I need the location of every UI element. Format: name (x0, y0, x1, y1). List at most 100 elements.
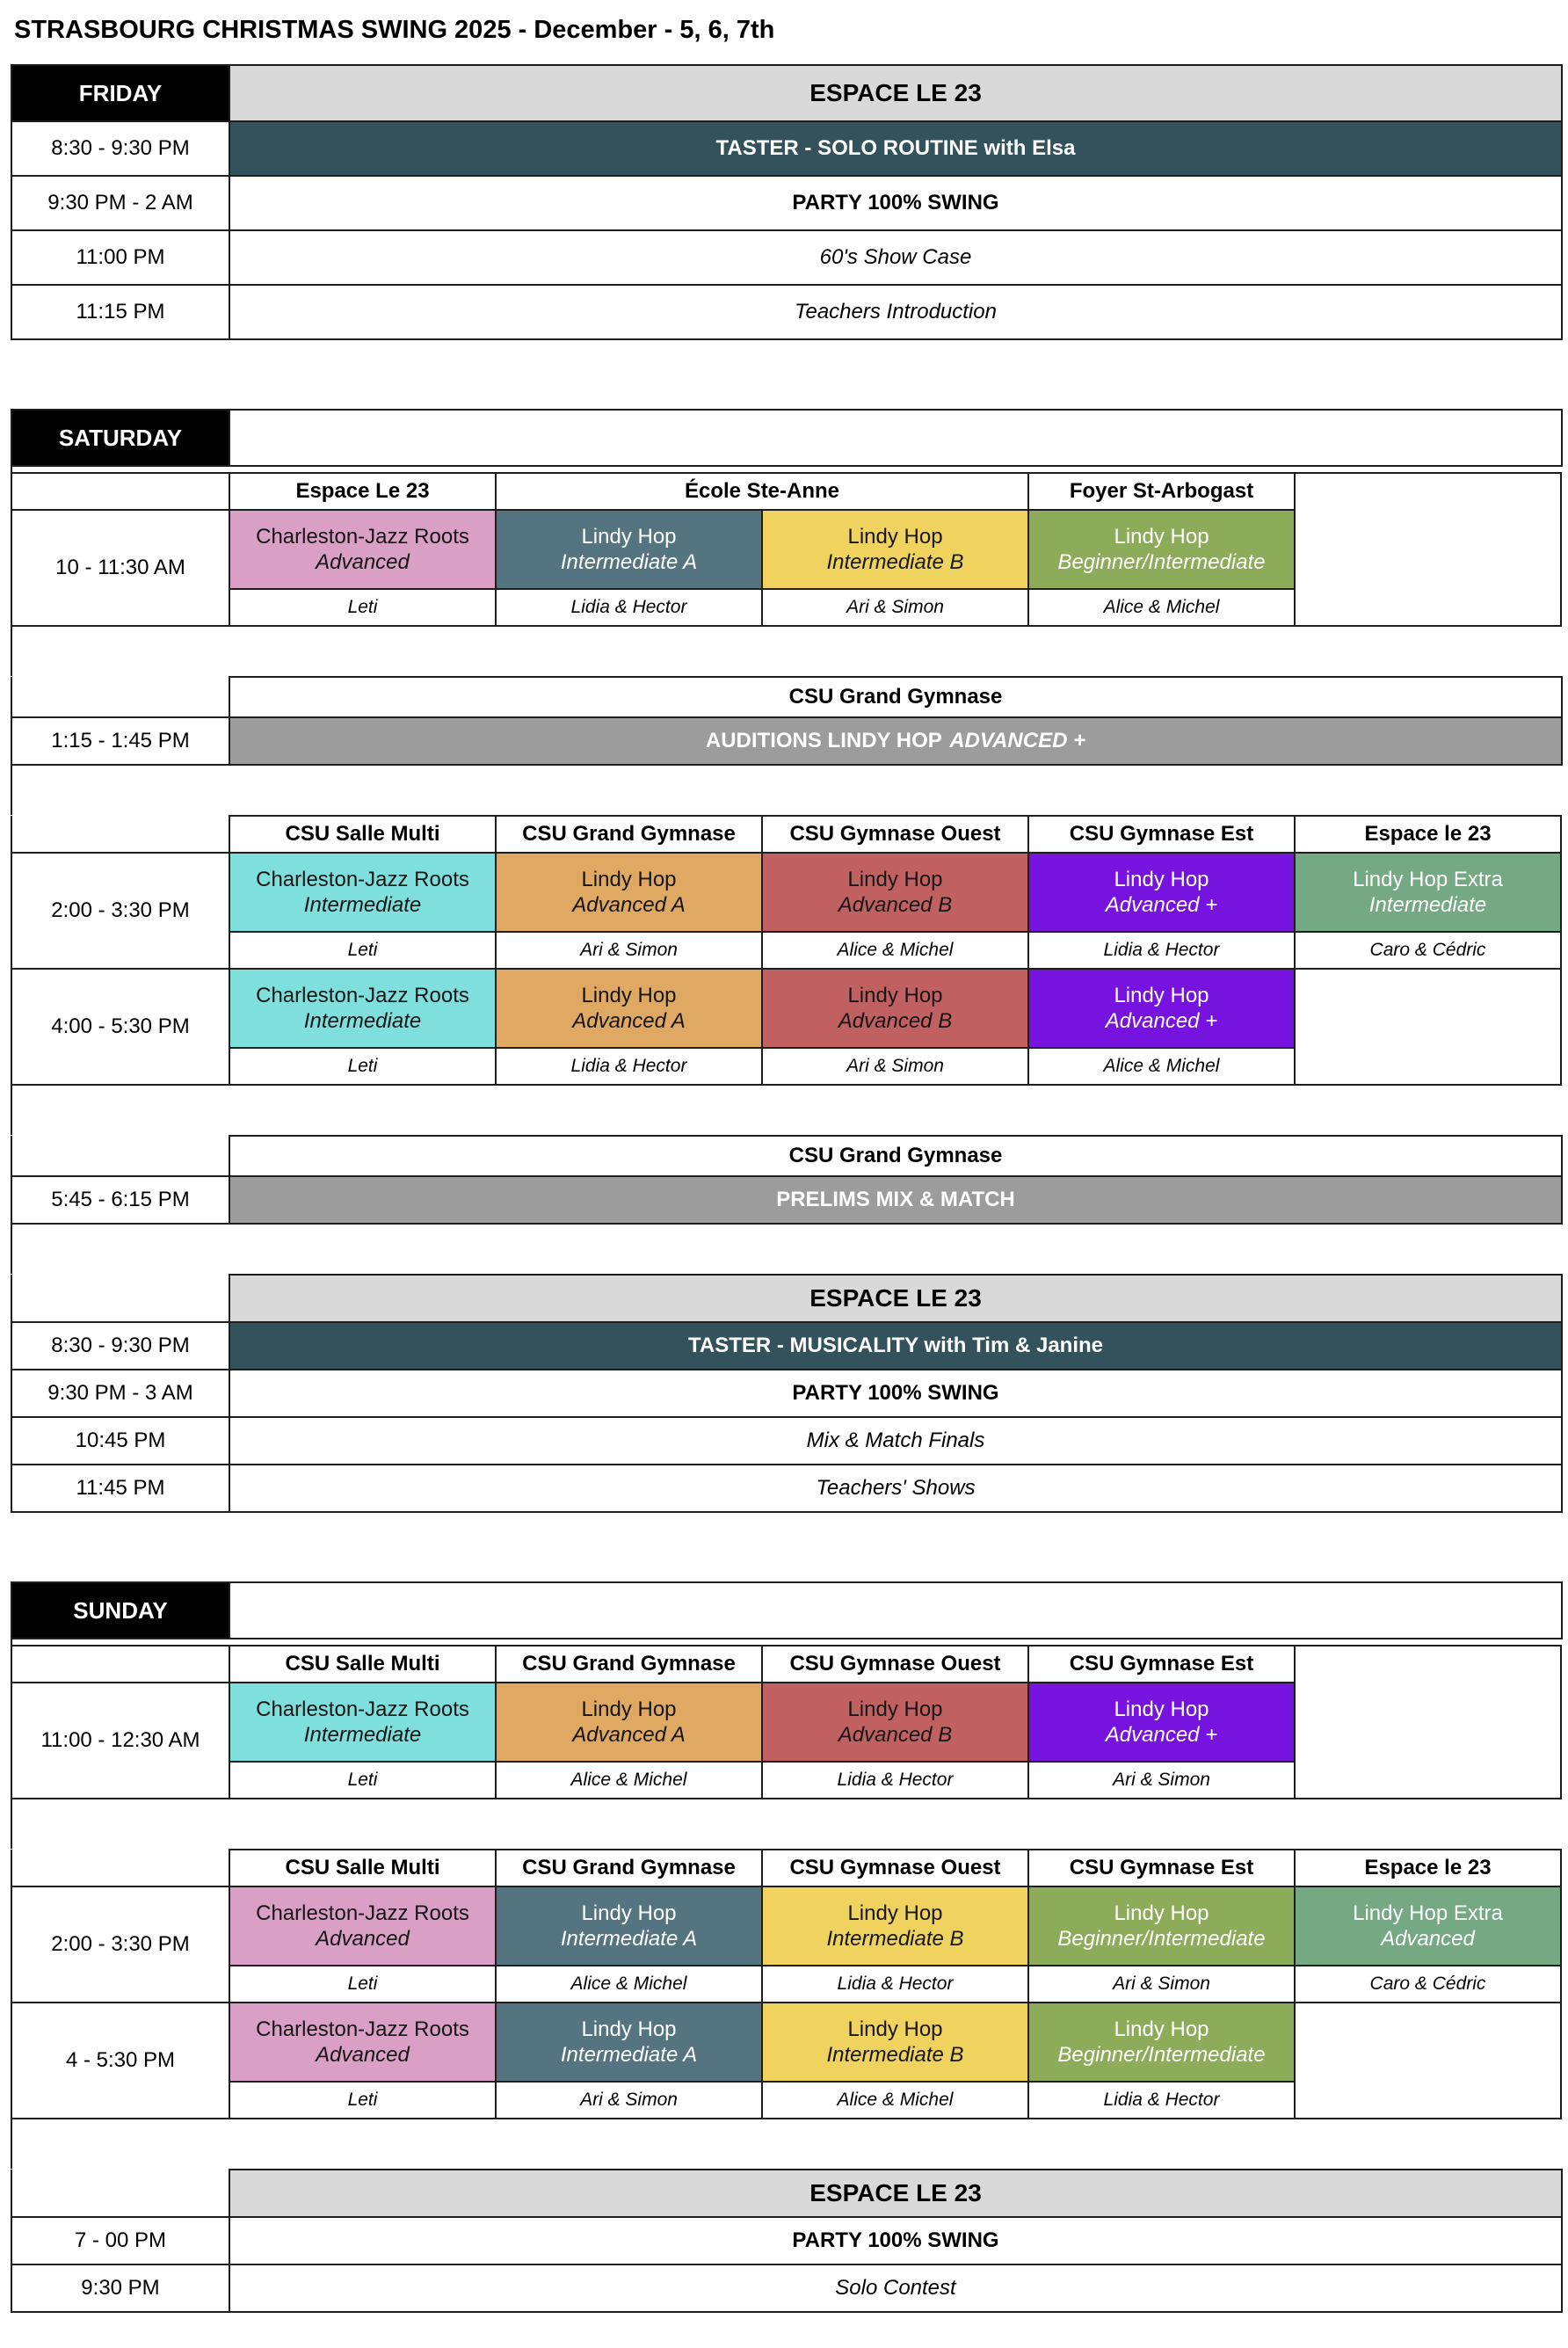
empty-cell (1294, 472, 1563, 627)
time-cell: 11:45 PM (11, 1464, 230, 1513)
venue-header-ecole-ste-anne: École Ste-Anne (494, 472, 1030, 511)
class-cell: Lindy Hop Advanced + (1027, 852, 1296, 933)
time-cell: 7 - 00 PM (11, 2216, 230, 2265)
teacher-cell: Alice & Michel (761, 931, 1029, 970)
empty-cell (11, 1645, 230, 1683)
event-cell-showcase: 60's Show Case (229, 229, 1563, 286)
section-gap (11, 1639, 14, 1645)
teacher-cell: Lidia & Hector (495, 1047, 763, 1086)
teacher-cell: Leti (229, 2081, 497, 2119)
day-header-saturday: SATURDAY (11, 409, 230, 467)
class-cell: Lindy Hop Beginner/Intermediate (1027, 509, 1296, 590)
class-cell: Lindy Hop Advanced B (761, 968, 1029, 1049)
time-cell: 9:30 PM (11, 2264, 230, 2313)
teacher-cell: Ari & Simon (495, 2081, 763, 2119)
saturday-auditions-table: CSU Grand Gymnase 1:15 - 1:45 PM AUDITIO… (11, 676, 1563, 766)
venue-header-csu-salle-multi: CSU Salle Multi (229, 1849, 497, 1887)
empty-cell (1294, 1645, 1562, 1799)
teacher-cell: Lidia & Hector (495, 588, 763, 627)
teacher-cell: Alice & Michel (495, 1761, 763, 1799)
sunday-day-header-table: SUNDAY (11, 1581, 1563, 1639)
venue-header-csu-grand-gymnase: CSU Grand Gymnase (495, 815, 763, 854)
saturday-prelims-table: CSU Grand Gymnase 5:45 - 6:15 PM PRELIMS… (11, 1135, 1563, 1225)
spacer-cell (11, 1275, 229, 1322)
event-cell-taster: TASTER - MUSICALITY with Tim & Janine (229, 1321, 1563, 1370)
class-cell: Lindy Hop Intermediate A (495, 509, 763, 590)
section-gap (11, 467, 14, 472)
class-cell: Lindy Hop Advanced A (495, 1682, 763, 1763)
venue-header-csu-gymnase-est: CSU Gymnase Est (1027, 1849, 1296, 1887)
venue-header-csu-gymnase-ouest: CSU Gymnase Ouest (761, 1849, 1029, 1887)
class-cell: Lindy Hop Advanced A (495, 852, 763, 933)
teacher-cell: Ari & Simon (1027, 1965, 1296, 2003)
teacher-cell: Leti (229, 1965, 497, 2003)
teacher-cell: Alice & Michel (1027, 588, 1296, 627)
time-cell: 1:15 - 1:45 PM (11, 716, 230, 766)
venue-header-foyer-st-arbogast: Foyer St-Arbogast (1027, 472, 1296, 511)
class-cell: Lindy Hop Extra Intermediate (1294, 852, 1562, 933)
venue-header-csu-salle-multi: CSU Salle Multi (229, 815, 497, 854)
section-gap (11, 2119, 14, 2169)
class-cell: Lindy Hop Intermediate B (761, 2002, 1029, 2083)
venue-header-csu-grand-gymnase: CSU Grand Gymnase (229, 1135, 1563, 1177)
time-cell: 9:30 PM - 2 AM (11, 175, 230, 231)
teacher-cell: Leti (229, 588, 497, 627)
class-cell: Lindy Hop Intermediate B (760, 509, 1030, 590)
venue-banner-espace-le-23: ESPACE LE 23 (229, 64, 1563, 122)
time-cell: 10 - 11:30 AM (11, 509, 230, 627)
time-cell: 4 - 5:30 PM (11, 2002, 230, 2119)
teacher-cell: Ari & Simon (1027, 1761, 1296, 1799)
teacher-cell: Leti (229, 1761, 497, 1799)
empty-cell (1294, 2002, 1562, 2119)
saturday-day-header-table: SATURDAY (11, 409, 1563, 467)
class-cell: Lindy Hop Advanced + (1027, 1682, 1296, 1763)
class-cell: Lindy Hop Intermediate B (761, 1886, 1029, 1966)
teacher-cell: Caro & Cédric (1294, 931, 1562, 970)
friday-block: FRIDAY ESPACE LE 23 8:30 - 9:30 PM TASTE… (11, 64, 1568, 340)
time-cell: 11:00 PM (11, 229, 230, 286)
event-cell-party: PARTY 100% SWING (229, 1369, 1563, 1418)
time-cell: 11:00 - 12:30 AM (11, 1682, 230, 1799)
day-header-sunday: SUNDAY (11, 1581, 230, 1639)
page-title: STRASBOURG CHRISTMAS SWING 2025 - Decemb… (14, 16, 775, 44)
event-cell-finals: Mix & Match Finals (229, 1416, 1563, 1465)
venue-header-espace-le-23: Espace le 23 (1294, 1849, 1562, 1887)
teacher-cell: Alice & Michel (761, 2081, 1029, 2119)
empty-cell (11, 472, 230, 511)
venue-header-csu-salle-multi: CSU Salle Multi (229, 1645, 497, 1683)
teacher-cell: Lidia & Hector (761, 1761, 1029, 1799)
empty-cell (229, 1581, 1563, 1639)
venue-header-csu-grand-gymnase: CSU Grand Gymnase (229, 676, 1563, 718)
teacher-cell: Alice & Michel (495, 1965, 763, 2003)
day-gap (11, 340, 1568, 409)
event-cell-solo-contest: Solo Contest (229, 2264, 1563, 2313)
venue-header-csu-gymnase-ouest: CSU Gymnase Ouest (761, 1645, 1029, 1683)
class-cell: Lindy Hop Beginner/Intermediate (1027, 1886, 1296, 1966)
teacher-cell: Ari & Simon (760, 588, 1030, 627)
class-cell: Charleston-Jazz Roots Intermediate (229, 968, 497, 1049)
saturday-evening-table: ESPACE LE 23 8:30 - 9:30 PM TASTER - MUS… (11, 1274, 1563, 1513)
empty-cell (229, 409, 1563, 467)
time-cell: 2:00 - 3:30 PM (11, 1886, 230, 2003)
time-cell: 8:30 - 9:30 PM (11, 120, 230, 177)
saturday-morning-table: Espace Le 23 École Ste-Anne Foyer St-Arb… (11, 472, 1563, 627)
class-cell: Lindy Hop Advanced A (495, 968, 763, 1049)
venue-header-csu-gymnase-ouest: CSU Gymnase Ouest (761, 815, 1029, 854)
teacher-cell: Ari & Simon (495, 931, 763, 970)
class-cell: Lindy Hop Advanced + (1027, 968, 1296, 1049)
venue-banner-espace-le-23: ESPACE LE 23 (229, 2169, 1563, 2218)
event-cell-taster: TASTER - SOLO ROUTINE with Elsa (229, 120, 1563, 177)
empty-cell (1294, 968, 1562, 1086)
auditions-banner: AUDITIONS LINDY HOP ADVANCED + (229, 716, 1563, 766)
class-cell: Lindy Hop Extra Advanced (1294, 1886, 1562, 1966)
venue-header-csu-grand-gymnase: CSU Grand Gymnase (495, 1645, 763, 1683)
day-header-friday: FRIDAY (11, 64, 230, 122)
time-cell: 4:00 - 5:30 PM (11, 968, 230, 1086)
spacer-cell (11, 1850, 229, 1886)
sunday-block: SUNDAY CSU Salle Multi CSU Grand Gymnase… (11, 1581, 1568, 2313)
venue-header-csu-gymnase-est: CSU Gymnase Est (1027, 815, 1296, 854)
sunday-afternoon-table: CSU Salle Multi CSU Grand Gymnase CSU Gy… (11, 1849, 1562, 2119)
class-cell: Charleston-Jazz Roots Advanced (229, 2002, 497, 2083)
class-cell: Lindy Hop Beginner/Intermediate (1027, 2002, 1296, 2083)
venue-banner-espace-le-23: ESPACE LE 23 (229, 1274, 1563, 1323)
